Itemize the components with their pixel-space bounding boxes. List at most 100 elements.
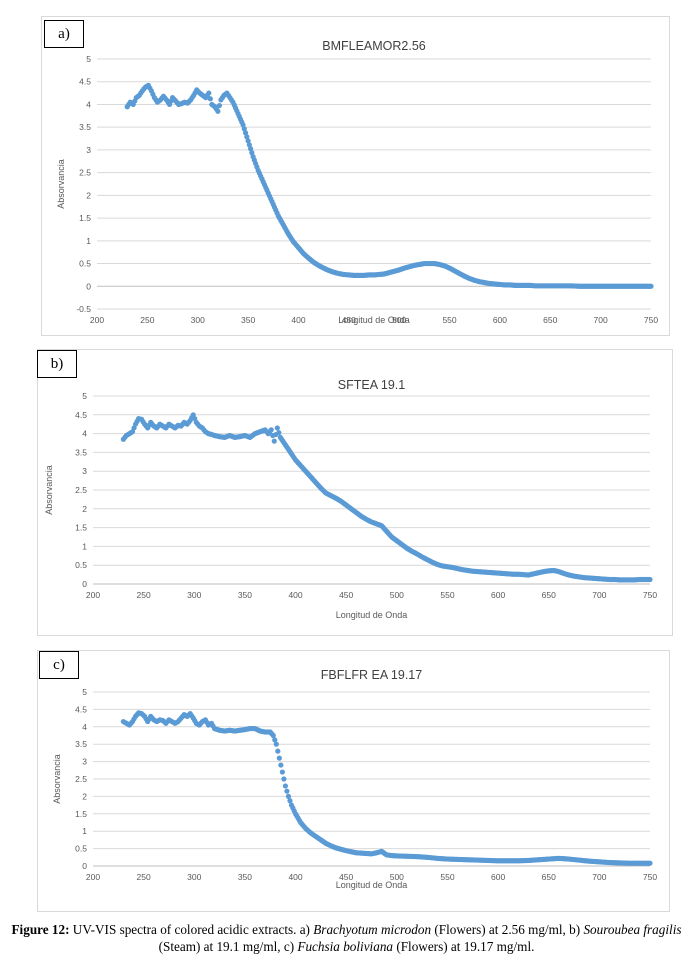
x-tick-label: 500: [390, 590, 404, 600]
x-tick-label: 250: [137, 872, 151, 882]
x-tick-label: 550: [440, 872, 454, 882]
y-tick-label: 2: [82, 504, 87, 514]
x-tick-label: 600: [491, 872, 505, 882]
y-tick-label: 0: [86, 281, 91, 291]
y-tick-label: 1: [82, 541, 87, 551]
data-point: [215, 108, 221, 114]
panel-label-b: b): [37, 350, 77, 378]
caption-species-c: Fuchsia boliviana: [297, 939, 394, 954]
data-point: [273, 741, 279, 747]
y-tick-label: 2: [86, 190, 91, 200]
data-point-fill: [207, 96, 213, 102]
x-tick-label: 750: [643, 872, 657, 882]
y-tick-label: 0: [82, 861, 87, 871]
caption-label: Figure 12:: [11, 922, 70, 937]
chart-b-plot: 0 0.5 1 1.5 2 2.5 3 3.5 4 4.5 5 200 250 300 350 400 450 5…: [44, 378, 657, 620]
x-tick-label: 450: [342, 315, 356, 325]
data-point: [206, 90, 212, 96]
x-tick-label: 550: [442, 315, 456, 325]
y-tick-label: 1: [86, 236, 91, 246]
data-point: [279, 769, 285, 775]
x-axis-label: Longitud de Onda: [336, 610, 408, 620]
data-point-fill: [287, 798, 293, 804]
x-tick-label: 350: [241, 315, 255, 325]
y-tick-label: 1: [82, 826, 87, 836]
data-point-fill: [249, 150, 255, 156]
data-point-fill: [272, 737, 278, 743]
caption-text-1: UV-VIS spectra of colored acidic extract…: [69, 922, 314, 937]
chart-title: SFTEA 19.1: [338, 378, 405, 392]
x-tick-label: 650: [542, 590, 556, 600]
data-point-fill: [281, 776, 287, 782]
data-point-fill: [246, 142, 252, 148]
y-tick-label: 0.5: [79, 259, 91, 269]
x-tick-label: 250: [140, 315, 154, 325]
data-point-fill: [242, 130, 249, 136]
y-tick-label: 4.5: [75, 704, 87, 714]
x-tick-label: 600: [493, 315, 507, 325]
y-tick-label: 0.5: [75, 560, 87, 570]
y-tick-label: 1.5: [79, 213, 91, 223]
y-tick-label: 5: [86, 54, 91, 64]
y-tick-label: 2.5: [79, 168, 91, 178]
y-tick-label: 4: [82, 429, 87, 439]
chart-title: BMFLEAMOR2.56: [322, 39, 426, 53]
x-tick-label: 300: [187, 872, 201, 882]
x-axis-label: Longitud de Onda: [338, 315, 410, 325]
data-point-fill: [216, 102, 222, 109]
x-tick-label: 650: [542, 872, 556, 882]
x-tick-label: 350: [238, 590, 252, 600]
x-tick-label: 650: [543, 315, 557, 325]
data-point: [285, 793, 292, 799]
x-tick-label: 550: [440, 590, 454, 600]
data-point-fill: [276, 430, 282, 436]
y-tick-label: 4.5: [75, 410, 87, 420]
chart-a-plot: -0.5 0 0.5 1 1.5 2 2.5 3 3.5 4 4.5 5 200 250 300 350 400…: [56, 39, 658, 325]
x-tick-label: 600: [491, 590, 505, 600]
x-tick-label: 200: [86, 590, 100, 600]
caption-species-b: Souroubea fragilis: [583, 922, 682, 937]
y-tick-label: 3: [82, 757, 87, 767]
x-tick-label: 250: [137, 590, 151, 600]
y-tick-label: 5: [82, 391, 87, 401]
y-tick-label: 3: [82, 466, 87, 476]
x-tick-label: 300: [191, 315, 205, 325]
data-point: [240, 122, 246, 128]
y-tick-label: 4.5: [79, 77, 91, 87]
data-point: [271, 438, 277, 444]
y-tick-label: -0.5: [76, 304, 91, 314]
x-axis-label: Longitud de Onda: [336, 880, 408, 890]
y-tick-label: 4: [86, 99, 91, 109]
data-point-fill: [244, 134, 250, 140]
panel-label-c: c): [39, 651, 79, 679]
figure-caption: Figure 12: UV-VIS spectra of colored aci…: [8, 921, 685, 955]
x-tick-label: 350: [238, 872, 252, 882]
y-tick-label: 4: [82, 722, 87, 732]
y-tick-label: 2.5: [75, 774, 87, 784]
x-tick-label: 450: [339, 872, 353, 882]
chart-c-plot: 0 0.5 1 1.5 2 2.5 3 3.5 4 4.5 5 200 250 300 350 400 450 5…: [52, 668, 657, 890]
x-tick-label: 200: [86, 872, 100, 882]
data-point: [647, 860, 653, 866]
y-tick-label: 3.5: [79, 122, 91, 132]
data-point-fill: [275, 748, 281, 754]
y-tick-label: 3.5: [75, 447, 87, 457]
data-point: [268, 427, 274, 433]
y-tick-label: 3: [86, 145, 91, 155]
x-tick-label: 200: [90, 315, 104, 325]
chart-panel-c: 0 0.5 1 1.5 2 2.5 3 3.5 4 4.5 5 200 250 300 350 400 450 5…: [37, 650, 670, 912]
data-point: [245, 138, 251, 144]
data-point-fill: [241, 126, 247, 132]
x-tick-label: 450: [339, 590, 353, 600]
x-tick-label: 400: [288, 590, 302, 600]
data-point-fill: [248, 146, 254, 152]
data-point: [647, 576, 653, 583]
y-axis-label: Absorvancia: [52, 754, 62, 804]
y-tick-label: 5: [82, 687, 87, 697]
data-point: [274, 425, 280, 431]
x-tick-label: 700: [594, 315, 608, 325]
chart-panel-a: -0.5 0 0.5 1 1.5 2 2.5 3 3.5 4 4.5 5 200 250 300 350 400…: [41, 16, 670, 336]
data-point-fill: [278, 762, 284, 768]
y-tick-label: 0.5: [75, 844, 87, 854]
data-point: [282, 783, 289, 789]
